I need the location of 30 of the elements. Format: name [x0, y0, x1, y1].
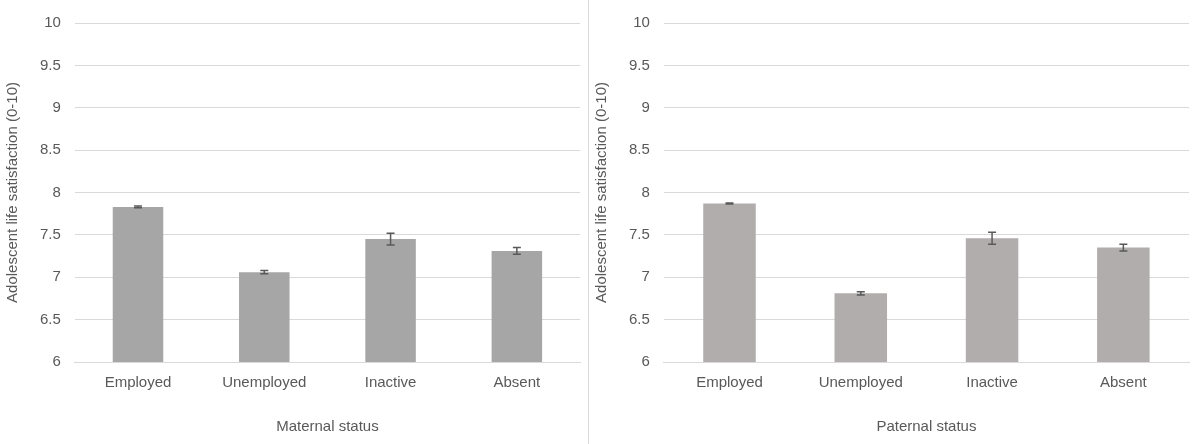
x-axis-title: Maternal status — [276, 417, 379, 435]
y-tick-label: 6 — [52, 352, 61, 370]
x-tick-label: Employed — [696, 373, 763, 391]
y-tick-label: 6.5 — [39, 309, 61, 327]
y-tick-label: 10 — [44, 13, 61, 31]
y-tick-label: 7 — [641, 267, 650, 285]
y-axis-title: Adolescent life satisfaction (0-10) — [592, 82, 610, 303]
x-tick-label: Absent — [1100, 373, 1148, 391]
y-tick-label: 6.5 — [628, 309, 650, 327]
y-tick-label: 9.5 — [628, 55, 650, 73]
y-tick-label: 7 — [52, 267, 61, 285]
y-tick-label: 9 — [52, 97, 61, 115]
y-tick-label: 8.5 — [39, 140, 61, 158]
x-tick-label: Inactive — [364, 373, 417, 391]
x-tick-label: Unemployed — [222, 373, 307, 391]
x-tick-label: Employed — [104, 373, 172, 391]
y-tick-label: 8 — [641, 182, 650, 200]
y-tick-label: 6 — [641, 352, 650, 370]
x-tick-label: Inactive — [966, 373, 1018, 391]
y-tick-label: 7.5 — [39, 225, 61, 243]
x-axis-title: Paternal status — [876, 417, 977, 435]
y-tick-label: 8.5 — [628, 140, 650, 158]
x-tick-label: Unemployed — [818, 373, 903, 391]
y-tick-label: 8 — [52, 182, 61, 200]
y-tick-label: 7.5 — [628, 225, 650, 243]
x-tick-label: Absent — [493, 373, 542, 391]
y-tick-label: 9.5 — [39, 55, 61, 73]
y-axis-title: Adolescent life satisfaction (0-10) — [3, 82, 21, 303]
y-tick-label: 10 — [633, 13, 650, 31]
y-tick-label: 9 — [641, 97, 650, 115]
